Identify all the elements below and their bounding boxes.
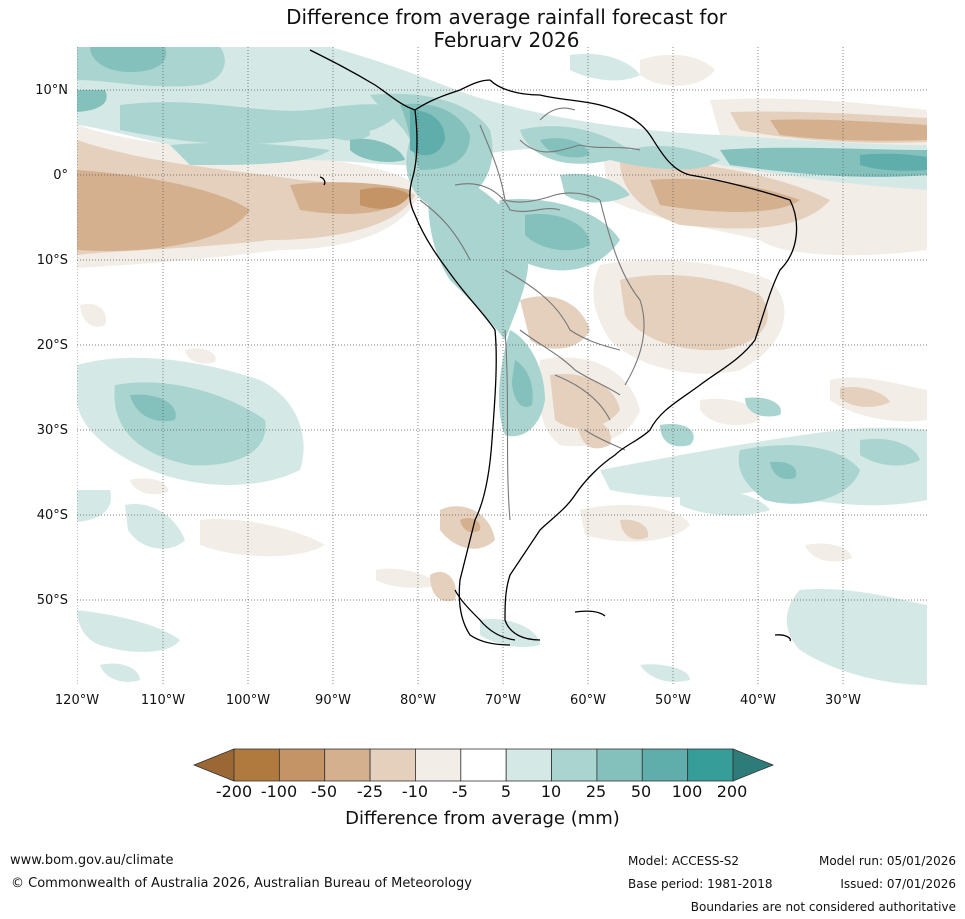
graticule [77, 47, 927, 685]
lon-label-120w: 120°W [54, 693, 100, 708]
disclaimer-text: Boundaries are not considered authoritat… [690, 900, 956, 914]
lon-label-80w: 80°W [400, 693, 436, 708]
lon-label-50w: 50°W [655, 693, 691, 708]
legend-swatch [278, 748, 326, 782]
legend-title: Difference from average (mm) [345, 808, 620, 829]
copyright-text: © Commonwealth of Australia 2026, Austra… [11, 876, 472, 891]
legend-tick: 25 [585, 782, 607, 801]
legend-tick: 200 [716, 782, 748, 801]
lat-label-0: 0° [53, 168, 68, 183]
lon-label-30w: 30°W [825, 693, 861, 708]
legend-tick: -50 [310, 782, 338, 801]
model-text: Model: ACCESS-S2 [628, 854, 740, 868]
legend-tick: 5 [500, 782, 512, 801]
legend-tick: -200 [215, 782, 253, 801]
legend-tick: -100 [260, 782, 298, 801]
legend-swatch [233, 748, 280, 782]
lat-label-40s: 40°S [36, 508, 68, 523]
legend-over-arrow [732, 748, 775, 782]
legend-tick: 50 [630, 782, 652, 801]
issued-text: Issued: 07/01/2026 [840, 877, 956, 891]
legend-swatch [596, 748, 643, 782]
legend-swatch [324, 748, 371, 782]
wetter-anomaly-regions [77, 47, 927, 685]
legend-tick: 10 [540, 782, 562, 801]
map-area [77, 47, 927, 685]
legend-swatch [460, 748, 507, 782]
lat-label-20s: 20°S [36, 338, 68, 353]
lat-label-10n: 10°N [35, 83, 68, 98]
lon-label-110w: 110°W [140, 693, 186, 708]
model-run-text: Model run: 05/01/2026 [818, 854, 956, 868]
lat-label-50s: 50°S [36, 593, 68, 608]
base-period-text: Base period: 1981-2018 [628, 877, 773, 891]
lat-label-30s: 30°S [36, 423, 68, 438]
legend-swatch [641, 748, 689, 782]
coastlines [309, 49, 798, 646]
legend-swatch [415, 748, 462, 782]
legend-under-arrow [192, 748, 235, 782]
legend-tick: -10 [401, 782, 429, 801]
country-borders [419, 107, 645, 521]
lon-label-90w: 90°W [315, 693, 351, 708]
legend-swatch [505, 748, 552, 782]
legend-tick: -5 [452, 782, 468, 801]
legend-swatch [687, 748, 734, 782]
lon-label-40w: 40°W [740, 693, 776, 708]
legend-swatch [551, 748, 598, 782]
lat-label-10s: 10°S [36, 253, 68, 268]
lon-label-70w: 70°W [485, 693, 521, 708]
legend-swatch [369, 748, 416, 782]
map-title-line-1: Difference from average rainfall forecas… [286, 5, 727, 29]
legend-tick: -25 [356, 782, 384, 801]
website-link[interactable]: www.bom.gov.au/climate [10, 853, 174, 868]
lon-label-100w: 100°W [225, 693, 271, 708]
legend-colorbar [192, 748, 775, 782]
legend-tick: 100 [671, 782, 703, 801]
lon-label-60w: 60°W [570, 693, 606, 708]
